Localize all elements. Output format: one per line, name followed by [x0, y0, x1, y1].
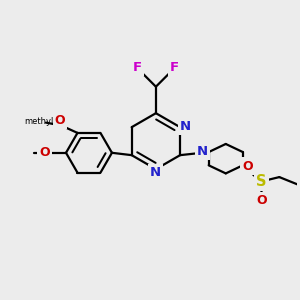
Text: O: O: [55, 114, 65, 127]
Text: F: F: [133, 61, 142, 74]
Text: N: N: [180, 120, 191, 133]
Text: N: N: [150, 167, 161, 179]
Text: O: O: [256, 194, 267, 207]
Text: methyl: methyl: [24, 117, 53, 126]
Text: N: N: [243, 159, 254, 172]
Text: N: N: [197, 145, 208, 158]
Text: S: S: [256, 174, 266, 189]
Text: F: F: [170, 61, 179, 74]
Text: O: O: [39, 146, 50, 159]
Text: O: O: [242, 160, 253, 173]
